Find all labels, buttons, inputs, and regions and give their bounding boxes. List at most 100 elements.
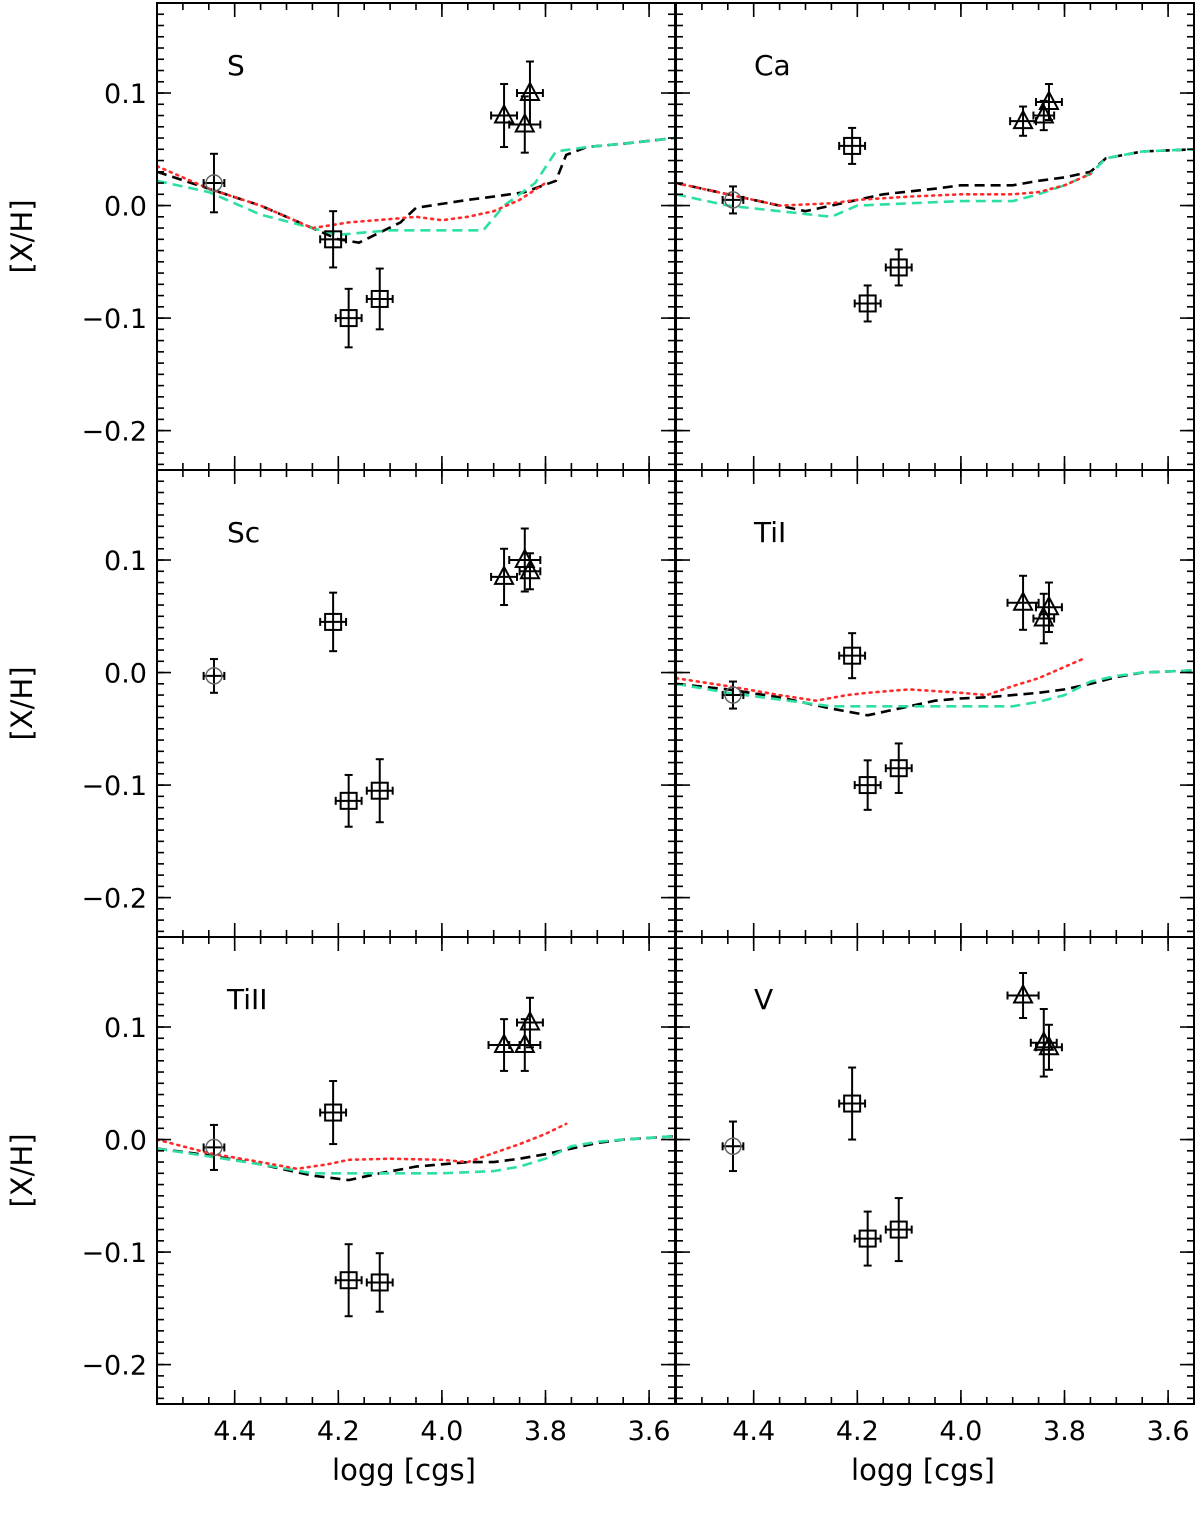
data-point-square: [838, 126, 867, 165]
x-tick-label: 3.6: [628, 1416, 671, 1447]
square-marker: [843, 136, 862, 155]
triangle-marker: [519, 1010, 541, 1031]
triangle-marker: [1038, 89, 1060, 111]
square-marker: [843, 646, 862, 665]
y-axis-title: [X/H]: [5, 666, 39, 740]
model-curve-dotted-2: [157, 1122, 568, 1171]
square-marker: [339, 1271, 358, 1290]
square-marker: [370, 1273, 389, 1292]
model-curve-dotted-2: [157, 164, 547, 230]
data-point-triangle: [508, 95, 542, 154]
square-marker: [889, 258, 908, 277]
data-point-triangle: [1009, 105, 1038, 137]
panel-v: V 4.4 4.2 4.0 3.8 3.6 logg [cgs]: [675, 936, 1195, 1487]
x-tick-label: 4.0: [420, 1416, 463, 1447]
panel-label: S: [227, 49, 245, 82]
x-tick-label: 4.4: [732, 1416, 775, 1447]
model-curves: [676, 148, 1194, 219]
square-marker: [843, 1094, 862, 1113]
y-tick-label: 0.0: [104, 659, 147, 690]
square-marker: [324, 612, 343, 631]
data-point-triangle: [1035, 83, 1063, 122]
square-marker: [889, 759, 908, 778]
data-point-square: [884, 1197, 913, 1263]
data-point-square: [319, 1080, 348, 1146]
square-marker: [324, 1103, 343, 1122]
data-point-triangle: [1006, 574, 1040, 631]
y-tick-label: −0.1: [81, 304, 147, 335]
ticks: [675, 469, 1195, 937]
circle-marker: [724, 1137, 742, 1156]
y-tick-label: −0.2: [81, 1351, 147, 1382]
ticks: [675, 936, 1195, 1404]
x-axis-title: logg [cgs]: [851, 1453, 995, 1487]
y-tick-label: −0.2: [81, 417, 147, 448]
data-point-square: [319, 210, 348, 269]
square-marker: [370, 289, 389, 308]
data-point-square: [838, 1066, 867, 1141]
y-tick-label: −0.1: [81, 1238, 147, 1269]
data-point-square: [853, 284, 882, 323]
x-tick-label: 4.2: [836, 1416, 879, 1447]
panel-tiii: TiII 0.1 0.0 −0.1 −0.2 [X/H] 4.4 4.2 4.0 3.8 3.6 lo…: [5, 936, 676, 1487]
model-curves: [157, 1122, 675, 1182]
circle-marker: [724, 191, 742, 209]
y-tick-label: −0.2: [81, 884, 147, 915]
model-curves: [676, 656, 1194, 717]
square-marker: [370, 781, 389, 800]
data-point-square: [884, 248, 913, 287]
panel-tii: TiI: [675, 469, 1195, 938]
data-point-triangle: [1035, 1023, 1063, 1071]
triangle-marker: [1012, 590, 1034, 611]
x-tick-label: 3.6: [1147, 1416, 1190, 1447]
square-marker: [858, 776, 877, 795]
y-axis-title: [X/H]: [5, 1133, 39, 1207]
y-tick-label: −0.1: [81, 771, 147, 802]
square-marker: [858, 294, 877, 313]
data-point-triangle: [1035, 581, 1063, 634]
model-curve-dashed-1: [676, 148, 1194, 219]
circle-marker: [205, 1138, 223, 1157]
triangle-marker: [1038, 595, 1060, 616]
data-point-triangle: [518, 552, 542, 591]
triangle-marker: [493, 564, 515, 585]
data-point-triangle: [508, 527, 542, 593]
data-point-circle: [721, 1120, 745, 1173]
data-point-square: [365, 758, 394, 824]
y-tick-label: 0.0: [104, 192, 147, 223]
data-point-square: [365, 1252, 394, 1313]
x-axis-title: logg [cgs]: [332, 1453, 476, 1487]
x-tick-label: 4.0: [939, 1416, 982, 1447]
data-point-square: [884, 742, 913, 794]
panel-label: Ca: [754, 49, 791, 82]
panel-label: Sc: [227, 516, 260, 549]
triangle-marker: [493, 103, 515, 124]
data-point-circle: [721, 185, 745, 215]
panel-s: S 0.1 0.0 −0.1 −0.2 [X/H]: [5, 2, 676, 471]
triangle-marker: [1038, 1035, 1060, 1056]
model-curve-dotted-2: [676, 656, 1087, 703]
data-point-square: [334, 287, 363, 349]
data-point-triangle: [516, 996, 544, 1049]
panel-sc: Sc 0.1 0.0 −0.1 −0.2 [X/H]: [5, 469, 676, 938]
data-point-triangle: [490, 83, 519, 149]
triangle-marker: [519, 80, 541, 102]
data-point-triangle: [1006, 972, 1040, 1020]
triangle-marker: [1012, 109, 1034, 130]
y-tick-label: 0.0: [104, 1126, 147, 1157]
model-curve-dashed-0: [676, 669, 1194, 717]
triangle-marker: [519, 559, 541, 580]
circle-marker: [205, 174, 223, 192]
square-marker: [889, 1220, 908, 1239]
model-curve-dashed-1: [157, 1134, 675, 1175]
data-point-triangle: [516, 60, 544, 126]
ticks: [156, 2, 676, 470]
panel-label: TiI: [753, 516, 786, 549]
y-tick-label: 0.1: [104, 1013, 147, 1044]
data-point-circle: [202, 1123, 226, 1171]
y-tick-label: 0.1: [104, 546, 147, 577]
triangle-marker: [1012, 983, 1034, 1004]
y-tick-label: 0.1: [104, 79, 147, 110]
model-curve-dashed-0: [157, 136, 675, 245]
